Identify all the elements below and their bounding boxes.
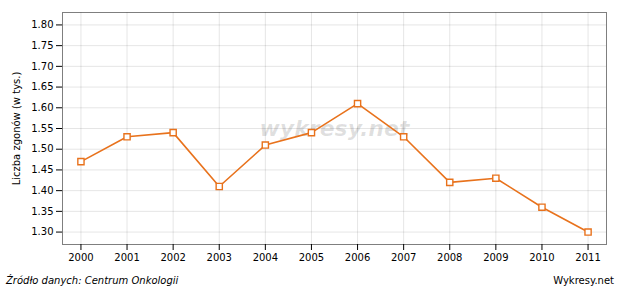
svg-text:1.35: 1.35 [31, 206, 53, 217]
svg-text:2010: 2010 [529, 252, 554, 263]
svg-text:1.75: 1.75 [31, 40, 53, 51]
svg-text:1.40: 1.40 [31, 185, 53, 196]
svg-text:2007: 2007 [391, 252, 416, 263]
svg-text:1.30: 1.30 [31, 226, 53, 237]
svg-text:Liczba zgonów (w tys.): Liczba zgonów (w tys.) [11, 72, 22, 186]
svg-text:1.50: 1.50 [31, 143, 53, 154]
svg-text:2006: 2006 [345, 252, 370, 263]
html-text:Wykresy.net: Wykresy.net [553, 275, 614, 286]
svg-text:2004: 2004 [253, 252, 278, 263]
svg-text:1.80: 1.80 [31, 19, 53, 30]
html-text:Źródło danych: Centrum Onkolog: Źródło danych: Centrum Onkologii [6, 275, 179, 286]
svg-text:2001: 2001 [114, 252, 139, 263]
svg-text:1.65: 1.65 [31, 81, 53, 92]
svg-text:2009: 2009 [483, 252, 508, 263]
svg-text:2000: 2000 [68, 252, 93, 263]
svg-text:2003: 2003 [207, 252, 232, 263]
svg-text:2005: 2005 [299, 252, 324, 263]
svg-text:1.45: 1.45 [31, 164, 53, 175]
svg-text:2002: 2002 [160, 252, 185, 263]
svg-text:2008: 2008 [437, 252, 462, 263]
svg-text:1.70: 1.70 [31, 61, 53, 72]
svg-text:2011: 2011 [575, 252, 600, 263]
svg-text:1.55: 1.55 [31, 123, 53, 134]
svg-text:1.60: 1.60 [31, 102, 53, 113]
svg-text:wykresy.net: wykresy.net [260, 116, 411, 141]
